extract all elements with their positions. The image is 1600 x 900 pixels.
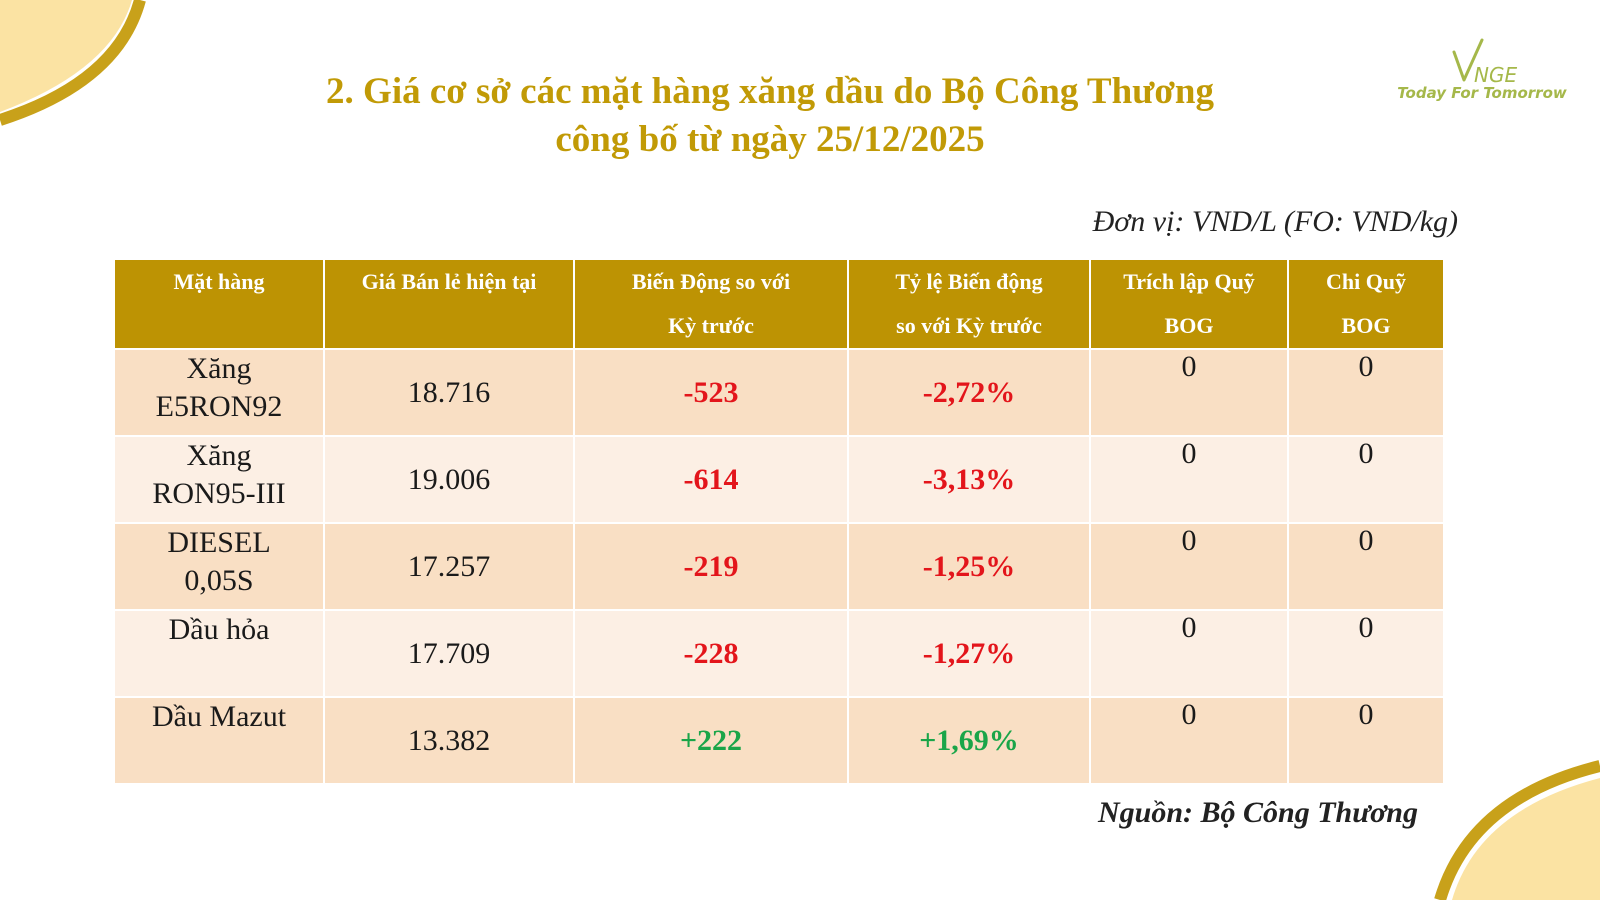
table-header-row: Mặt hàng Giá Bán lẻ hiện tại Biến Động s…: [113, 258, 1445, 350]
product-name-line: Dầu hỏa: [168, 613, 270, 646]
header-change-line: Kỳ trước: [668, 313, 754, 338]
price-cell: 13.382: [323, 696, 575, 785]
product-name-line: RON95-III: [152, 477, 286, 510]
product-cell: DIESEL 0,05S: [113, 522, 325, 611]
header-percent-line: Tỷ lệ Biến động: [895, 269, 1043, 294]
table-row: DIESEL 0,05S 17.257 -219 -1,25% 0 0: [113, 522, 1445, 611]
page-title-line2: công bố từ ngày 25/12/2025: [555, 119, 985, 160]
change-cell: +222: [573, 696, 849, 785]
bog-out-cell: 0: [1287, 696, 1445, 785]
percent-cell: -3,13%: [847, 435, 1091, 524]
brand-tagline: Today For Tomorrow: [1397, 84, 1567, 102]
header-price-line: [325, 304, 573, 348]
bog-in-cell: 0: [1089, 348, 1289, 437]
bog-out-cell: 0: [1287, 435, 1445, 524]
page-title-line1: 2. Giá cơ sở các mặt hàng xăng dầu do Bộ…: [326, 71, 1214, 112]
header-percent-line: so với Kỳ trước: [896, 313, 1042, 338]
table-body: Xăng E5RON92 18.716 -523 -2,72% 0 0 Xăng RON95-I…: [113, 348, 1445, 785]
header-bog-out-line: BOG: [1341, 313, 1391, 338]
bog-in-cell: 0: [1089, 435, 1289, 524]
product-name-line: DIESEL: [167, 526, 271, 559]
header-bog-in: Trích lập Quỹ BOG: [1089, 258, 1289, 350]
header-bog-out-line: Chi Quỹ: [1325, 269, 1407, 294]
corner-decoration-bottom-right: [1434, 760, 1600, 900]
header-bog-in-line: BOG: [1164, 313, 1214, 338]
product-name-line: Xăng: [186, 352, 252, 385]
logo-text: NGE: [1474, 63, 1517, 87]
product-cell: Xăng RON95-III: [113, 435, 325, 524]
product-name-line: Xăng: [186, 439, 252, 472]
product-name-line: Dầu Mazut: [151, 700, 287, 733]
bog-out-cell: 0: [1287, 348, 1445, 437]
table-row: Xăng E5RON92 18.716 -523 -2,72% 0 0: [113, 348, 1445, 437]
product-name-line: E5RON92: [155, 390, 283, 423]
vnge-logo-mark: NGE: [1452, 38, 1517, 87]
percent-cell: -2,72%: [847, 348, 1091, 437]
change-cell: -523: [573, 348, 849, 437]
header-percent: Tỷ lệ Biến động so với Kỳ trước: [847, 258, 1091, 350]
table-row: Xăng RON95-III 19.006 -614 -3,13% 0 0: [113, 435, 1445, 524]
price-cell: 18.716: [323, 348, 575, 437]
price-cell: 19.006: [323, 435, 575, 524]
product-name-line: 0,05S: [184, 564, 254, 597]
table-row: Dầu Mazut 13.382 +222 +1,69% 0 0: [113, 696, 1445, 785]
header-product-line: Mặt hàng: [173, 269, 265, 294]
bog-in-cell: 0: [1089, 609, 1289, 698]
product-cell: Dầu Mazut: [113, 696, 325, 785]
bog-in-cell: 0: [1089, 696, 1289, 785]
change-cell: -228: [573, 609, 849, 698]
header-change: Biến Động so với Kỳ trước: [573, 258, 849, 350]
table-row: Dầu hỏa 17.709 -228 -1,27% 0 0: [113, 609, 1445, 698]
percent-cell: -1,27%: [847, 609, 1091, 698]
percent-cell: -1,25%: [847, 522, 1091, 611]
product-cell: Xăng E5RON92: [113, 348, 325, 437]
header-price: Giá Bán lẻ hiện tại: [323, 258, 575, 350]
change-cell: -219: [573, 522, 849, 611]
header-product-line: [115, 304, 323, 348]
bog-out-cell: 0: [1287, 522, 1445, 611]
percent-cell: +1,69%: [847, 696, 1091, 785]
unit-note: Đơn vị: VND/L (FO: VND/kg): [1092, 205, 1458, 238]
price-cell: 17.709: [323, 609, 575, 698]
product-cell: Dầu hỏa: [113, 609, 325, 698]
bog-in-cell: 0: [1089, 522, 1289, 611]
header-product: Mặt hàng: [113, 258, 325, 350]
fuel-price-table: Mặt hàng Giá Bán lẻ hiện tại Biến Động s…: [113, 258, 1445, 785]
corner-decoration-top-left: [0, 0, 146, 126]
page-title: 2. Giá cơ sở các mặt hàng xăng dầu do Bộ…: [220, 68, 1320, 164]
brand-logo: NGE Today For Tomorrow: [1392, 18, 1572, 108]
price-cell: 17.257: [323, 522, 575, 611]
source-note: Nguồn: Bộ Công Thương: [1098, 796, 1418, 829]
header-change-line: Biến Động so với: [631, 269, 791, 294]
change-cell: -614: [573, 435, 849, 524]
header-bog-out: Chi Quỹ BOG: [1287, 258, 1445, 350]
header-bog-in-line: Trích lập Quỹ: [1123, 269, 1255, 294]
header-price-line: Giá Bán lẻ hiện tại: [361, 269, 537, 294]
bog-out-cell: 0: [1287, 609, 1445, 698]
